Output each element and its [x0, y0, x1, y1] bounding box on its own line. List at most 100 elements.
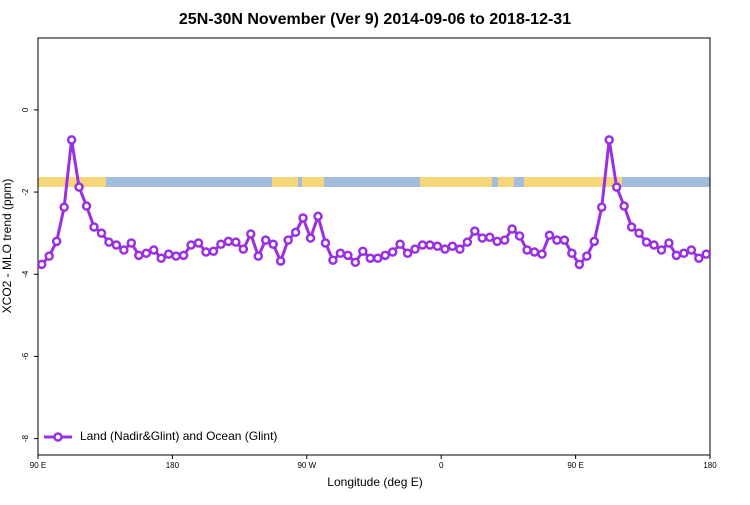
x-tick-label: 90 E [30, 461, 46, 470]
data-point [432, 241, 443, 252]
data-point [604, 135, 614, 145]
data-point [641, 237, 652, 247]
y-tick-label: 0 [21, 107, 30, 112]
data-point [290, 227, 301, 238]
data-point [134, 250, 144, 261]
data-point [148, 245, 159, 255]
data-point [380, 250, 390, 261]
series-line [40, 139, 707, 267]
data-point [231, 237, 241, 247]
data-point [544, 230, 555, 240]
x-tick-label: 0 [439, 461, 444, 470]
data-point [499, 235, 510, 245]
data-point [447, 241, 458, 252]
data-point [664, 238, 674, 248]
data-point [186, 240, 196, 250]
legend-label: Land (Nadir&Glint) and Ocean (Glint) [80, 429, 277, 443]
data-point [253, 251, 264, 261]
x-tick-label: 90 W [297, 461, 316, 470]
land-ocean-mask [38, 177, 710, 187]
data-point [216, 239, 226, 249]
data-point [589, 236, 600, 247]
data-point [275, 256, 286, 266]
data-point [223, 236, 234, 247]
data-point [305, 233, 316, 243]
data-point [387, 247, 398, 257]
data-point [582, 251, 592, 261]
plot-frame [37, 37, 711, 456]
data-point [425, 240, 435, 250]
data-point [410, 244, 420, 254]
data-point [298, 213, 308, 223]
data-point [522, 245, 532, 255]
data-point [201, 247, 211, 257]
legend-marker [53, 432, 63, 442]
data-point [66, 135, 77, 145]
data-point [701, 249, 712, 259]
data-point [671, 250, 682, 261]
data-point [59, 202, 69, 213]
data-point [246, 229, 256, 239]
data-point [537, 249, 547, 259]
data-point [36, 259, 47, 270]
data-point [514, 231, 525, 241]
x-axis-label: Longitude (deg E) [327, 475, 422, 489]
data-point [462, 237, 473, 247]
x-tick-label: 90 E [567, 461, 583, 470]
data-point [470, 226, 480, 236]
data-point [440, 244, 450, 254]
y-tick-label: -8 [21, 434, 30, 442]
data-point [96, 228, 107, 238]
data-point [477, 233, 488, 243]
data-point [649, 240, 659, 250]
y-tick-label: -6 [21, 352, 30, 360]
data-point [313, 211, 323, 222]
data-point [283, 235, 293, 245]
data-point [529, 247, 540, 257]
data-point [358, 246, 368, 256]
y-tick-label: -4 [21, 270, 30, 278]
y-tick-label: -2 [21, 188, 30, 196]
data-point [679, 248, 689, 259]
data-point [238, 244, 249, 254]
data-point [567, 248, 577, 259]
data-point [171, 251, 181, 261]
data-point [507, 224, 517, 234]
data-point [402, 248, 413, 259]
data-point [492, 236, 502, 247]
y-axis-label: XCO2 - MLO trend (ppm) [0, 179, 14, 314]
data-point [596, 202, 607, 213]
data-point [260, 235, 271, 245]
data-point [111, 240, 122, 250]
data-point [81, 201, 92, 211]
data-point [694, 253, 704, 263]
data-point [156, 253, 166, 263]
data-point [417, 240, 428, 250]
data-point [178, 250, 189, 261]
data-point [193, 238, 204, 248]
data-point [559, 235, 570, 245]
data-point [626, 222, 637, 232]
data-point [328, 255, 338, 266]
data-point [350, 257, 361, 268]
data-point [455, 244, 465, 254]
x-tick-label: 180 [166, 461, 180, 470]
data-point [634, 228, 644, 238]
data-point [484, 232, 495, 243]
data-point [320, 238, 331, 248]
data-point [395, 239, 405, 249]
data-point [104, 237, 114, 247]
data-point [552, 235, 562, 245]
data-point [119, 245, 129, 255]
data-point [574, 259, 585, 270]
data-point [89, 222, 99, 232]
data-point [141, 248, 152, 259]
data-point [44, 251, 54, 261]
data-point [365, 253, 376, 263]
data-point [611, 182, 622, 192]
data-point [51, 236, 62, 247]
x-tick-label: 180 [703, 461, 717, 470]
data-point [343, 250, 353, 261]
data-point [208, 246, 219, 256]
